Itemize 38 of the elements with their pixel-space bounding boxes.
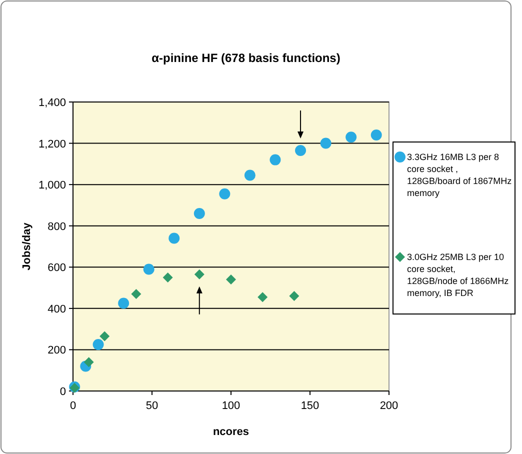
y-tick-label: 200 bbox=[48, 344, 66, 357]
chart-title: α-pinine HF (678 basis functions) bbox=[152, 51, 340, 65]
point bbox=[295, 145, 306, 156]
y-axis-title: Jobs/day bbox=[21, 222, 33, 270]
point bbox=[226, 274, 236, 285]
point bbox=[370, 130, 382, 141]
point bbox=[289, 291, 300, 302]
point bbox=[194, 269, 204, 280]
y-tick-label: 400 bbox=[48, 303, 66, 316]
y-tick-label: 1,000 bbox=[38, 180, 66, 192]
point bbox=[258, 292, 268, 302]
point bbox=[320, 138, 332, 149]
point bbox=[270, 154, 281, 166]
point bbox=[143, 264, 154, 275]
y-tick-label: 0 bbox=[60, 386, 66, 398]
point bbox=[162, 272, 173, 282]
x-axis-title: ncores bbox=[212, 426, 250, 438]
y-tick-label: 800 bbox=[48, 220, 66, 233]
x-tick-label: 150 bbox=[300, 400, 320, 412]
point bbox=[168, 232, 180, 244]
point bbox=[131, 288, 142, 299]
x-tick-label: 200 bbox=[380, 400, 398, 412]
x-tick-label: 0 bbox=[70, 400, 76, 412]
point bbox=[219, 188, 230, 200]
y-tick-label: 1,400 bbox=[38, 97, 66, 109]
legend-label: 3.0GHz 25MB L3 per 10 core socket, 128GB/node of 1866MHz memory, IB FDR bbox=[407, 252, 510, 298]
point bbox=[100, 331, 110, 342]
point bbox=[244, 170, 256, 181]
point bbox=[84, 357, 94, 368]
y-tick-label: 1,200 bbox=[38, 138, 66, 150]
x-tick-label: 50 bbox=[146, 400, 158, 412]
y-tick-label: 600 bbox=[48, 262, 66, 274]
legend-label: 3.3GHz 16MB L3 per 8 core socket , 128GB/board of 1867MHz memory bbox=[407, 152, 512, 198]
point bbox=[346, 132, 357, 143]
point bbox=[92, 339, 104, 350]
point bbox=[194, 208, 205, 219]
point bbox=[118, 298, 130, 309]
x-tick-label: 100 bbox=[222, 400, 240, 412]
